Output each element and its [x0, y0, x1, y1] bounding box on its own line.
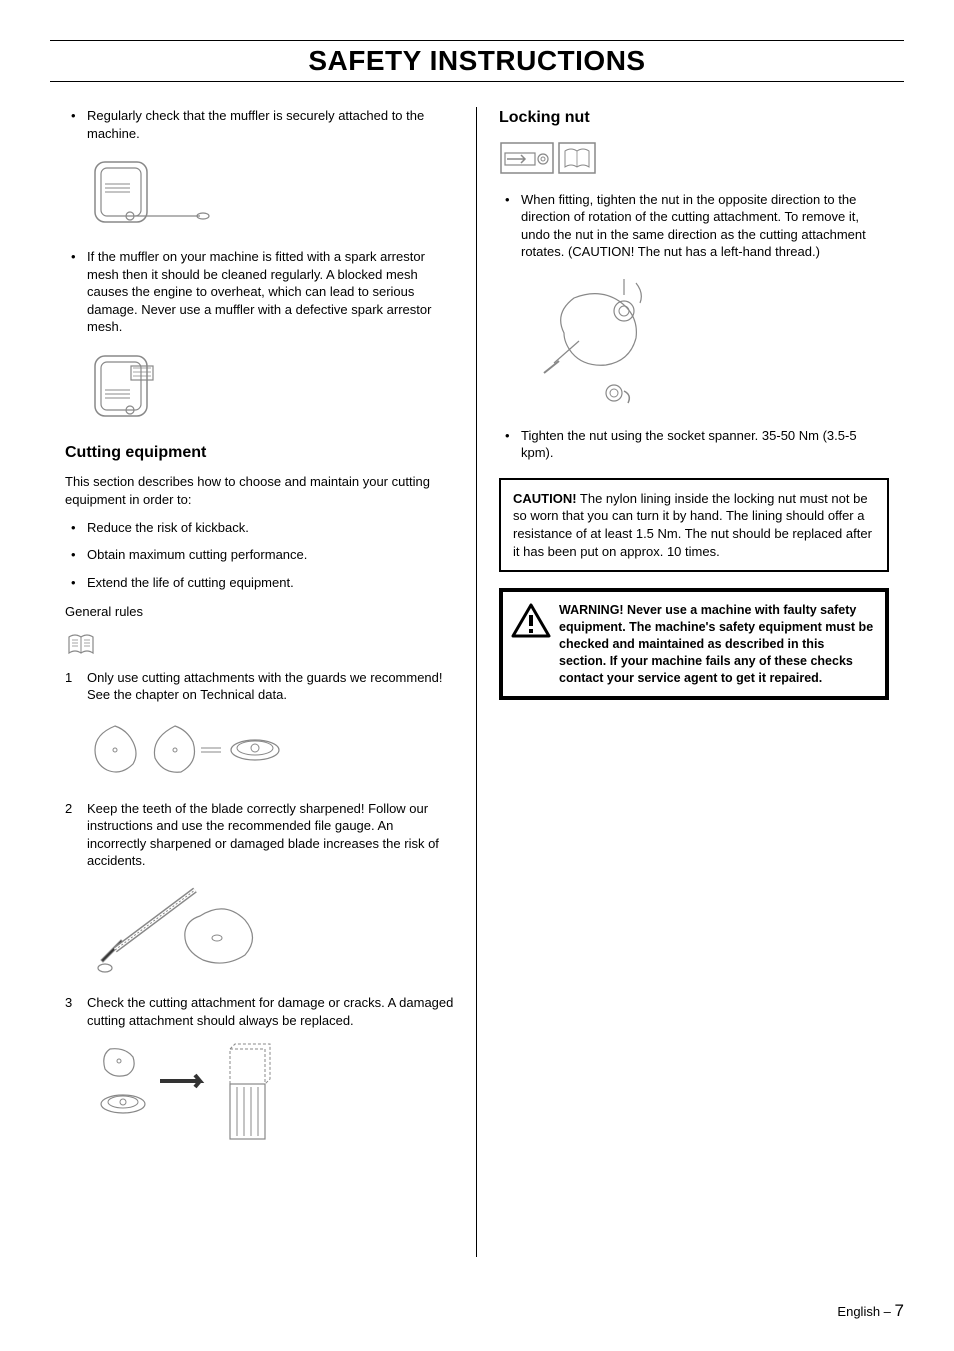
warning-text: WARNING! Never use a machine with faulty… — [559, 592, 885, 696]
figure-locking-nut-icons — [499, 139, 889, 177]
general-rules-list-3: 3 Check the cutting attachment for damag… — [65, 994, 454, 1029]
general-rules-list: 1 Only use cutting attachments with the … — [65, 669, 454, 704]
rule-3: 3 Check the cutting attachment for damag… — [65, 994, 454, 1029]
cutting-intro: This section describes how to choose and… — [65, 473, 454, 508]
figure-sharpen-blade — [85, 880, 454, 980]
manual-icon — [65, 631, 454, 659]
muffler-bullets-2: If the muffler on your machine is fitted… — [65, 248, 454, 336]
locking-nut-bullets: When fitting, tighten the nut in the opp… — [499, 191, 889, 261]
bullet-performance: Obtain maximum cutting performance. — [65, 546, 454, 564]
rule-2: 2 Keep the teeth of the blade correctly … — [65, 800, 454, 870]
page-title: SAFETY INSTRUCTIONS — [50, 40, 904, 82]
caution-label: CAUTION! — [513, 491, 577, 506]
footer-language: English — [837, 1304, 880, 1319]
figure-spark-arrestor — [85, 348, 454, 428]
figure-muffler-check — [85, 154, 454, 234]
general-rules-list-2: 2 Keep the teeth of the blade correctly … — [65, 800, 454, 870]
locking-nut-heading: Locking nut — [499, 107, 889, 129]
rule-3-text: Check the cutting attachment for damage … — [87, 995, 453, 1028]
rule-3-number: 3 — [65, 994, 72, 1012]
bullet-spark-arrestor: If the muffler on your machine is fitted… — [65, 248, 454, 336]
bullet-extend-life: Extend the life of cutting equipment. — [65, 574, 454, 592]
rule-1-number: 1 — [65, 669, 72, 687]
figure-attachments-guards — [85, 714, 454, 786]
warning-icon — [503, 592, 559, 650]
rule-1: 1 Only use cutting attachments with the … — [65, 669, 454, 704]
locking-nut-bullets-2: Tighten the nut using the socket spanner… — [499, 427, 889, 462]
rule-2-number: 2 — [65, 800, 72, 818]
cutting-bullets: Reduce the risk of kickback. Obtain maxi… — [65, 519, 454, 592]
warning-box: WARNING! Never use a machine with faulty… — [499, 588, 889, 700]
caution-box: CAUTION! The nylon lining inside the loc… — [499, 478, 889, 572]
bullet-tighten-spanner: Tighten the nut using the socket spanner… — [499, 427, 889, 462]
cutting-equipment-heading: Cutting equipment — [65, 442, 454, 464]
bullet-kickback: Reduce the risk of kickback. — [65, 519, 454, 537]
general-rules-label: General rules — [65, 603, 454, 621]
footer-sep: – — [880, 1304, 894, 1319]
figure-damaged-attachment — [85, 1039, 454, 1159]
page-footer: English – 7 — [837, 1301, 904, 1321]
figure-nut-assembly — [524, 273, 889, 413]
right-column: Locking nut When fitting, tighten the nu… — [477, 107, 904, 1257]
rule-2-text: Keep the teeth of the blade correctly sh… — [87, 801, 439, 869]
footer-page-number: 7 — [895, 1301, 904, 1320]
rule-1-text: Only use cutting attachments with the gu… — [87, 670, 443, 703]
muffler-bullets: Regularly check that the muffler is secu… — [65, 107, 454, 142]
left-column: Regularly check that the muffler is secu… — [50, 107, 477, 1257]
content-columns: Regularly check that the muffler is secu… — [50, 107, 904, 1257]
bullet-fitting-nut: When fitting, tighten the nut in the opp… — [499, 191, 889, 261]
bullet-muffler-attached: Regularly check that the muffler is secu… — [65, 107, 454, 142]
